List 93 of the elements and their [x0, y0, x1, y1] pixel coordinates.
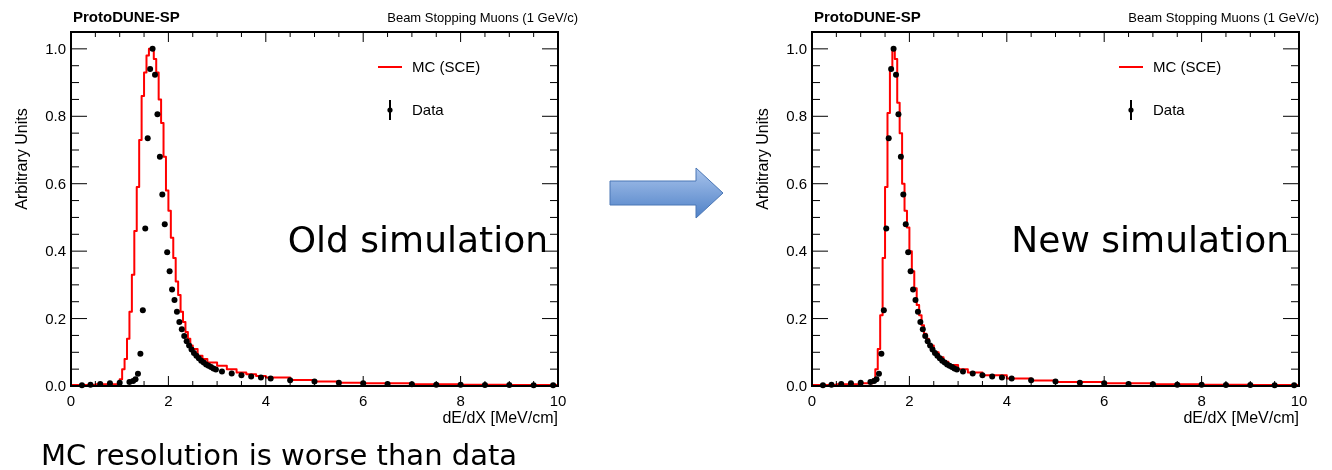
- y-tick-label: 0.0: [786, 377, 807, 394]
- chart-title: ProtoDUNE-SP: [814, 8, 921, 25]
- legend-label: MC (SCE): [412, 58, 481, 75]
- y-tick-label: 0.2: [45, 309, 66, 327]
- point: [257, 374, 264, 381]
- point: [979, 372, 986, 379]
- point: [149, 45, 156, 52]
- point: [902, 221, 909, 228]
- point: [152, 71, 159, 78]
- y-tick-label: 0.2: [786, 309, 807, 327]
- x-tick-label: 4: [1002, 392, 1011, 409]
- y-tick-label: 0.4: [45, 242, 66, 260]
- point: [156, 153, 163, 160]
- point: [880, 307, 887, 314]
- point: [228, 370, 235, 377]
- x-tick-label: 10: [1290, 392, 1308, 409]
- x-tick-label: 6: [1100, 392, 1109, 409]
- point: [181, 333, 188, 340]
- y-tick-label: 0.6: [786, 174, 807, 192]
- y-tick-label: 0.4: [786, 242, 807, 260]
- point: [159, 191, 166, 198]
- point: [893, 71, 900, 78]
- point: [917, 318, 924, 325]
- point: [912, 297, 919, 304]
- point: [890, 45, 897, 52]
- y-tick-label: 0.8: [786, 107, 807, 125]
- point: [154, 111, 161, 118]
- y-axis-title: Arbitrary Units: [13, 108, 30, 210]
- point: [144, 135, 151, 142]
- point: [176, 318, 183, 325]
- point: [888, 66, 895, 73]
- point: [875, 370, 882, 377]
- point: [883, 225, 890, 232]
- point: [907, 268, 914, 275]
- point: [134, 370, 141, 377]
- y-axis-title: Arbitrary Units: [754, 108, 771, 210]
- x-axis-title: dE/dX [MeV/cm]: [442, 409, 558, 426]
- x-tick-label: 2: [905, 392, 914, 409]
- y-tick-label: 0.8: [45, 107, 66, 125]
- chart-subtitle: Beam Stopping Muons (1 GeV/c): [1128, 10, 1319, 25]
- point: [147, 66, 154, 73]
- x-tick-label: 2: [164, 392, 173, 409]
- annotation: Old simulation: [287, 219, 548, 260]
- chart-title: ProtoDUNE-SP: [73, 8, 180, 25]
- y-tick-label: 0.0: [45, 377, 66, 394]
- point: [218, 368, 225, 375]
- x-tick-label: 6: [359, 392, 368, 409]
- point: [164, 249, 171, 256]
- text: MC resolution is worse than data: [41, 438, 518, 470]
- point: [924, 338, 931, 345]
- chart-subtitle: Beam Stopping Muons (1 GeV/c): [387, 10, 578, 25]
- point: [914, 308, 921, 315]
- legend-label: Data: [1153, 101, 1186, 118]
- annotation: New simulation: [1011, 219, 1289, 260]
- point: [166, 268, 173, 275]
- y-tick-label: 1.0: [786, 39, 807, 57]
- point: [139, 307, 146, 314]
- point: [171, 297, 178, 304]
- point: [885, 135, 892, 142]
- point: [969, 370, 976, 377]
- point: [248, 373, 255, 380]
- point: [919, 326, 926, 333]
- x-tick-label: 10: [549, 392, 567, 409]
- point: [897, 153, 904, 160]
- y-tick-label: 1.0: [45, 39, 66, 57]
- x-tick-label: 0: [66, 392, 76, 409]
- point: [895, 111, 902, 118]
- legend-label: MC (SCE): [1153, 58, 1222, 75]
- point: [173, 308, 180, 315]
- point: [1008, 375, 1015, 382]
- x-tick-label: 8: [456, 392, 465, 409]
- point: [989, 373, 996, 380]
- point: [142, 225, 149, 232]
- x-tick-label: 8: [1197, 392, 1206, 409]
- x-tick-label: 4: [261, 392, 270, 409]
- point: [238, 372, 245, 379]
- point: [998, 374, 1005, 381]
- x-tick-label: 0: [807, 392, 817, 409]
- point: [878, 350, 885, 357]
- point: [169, 286, 176, 293]
- point: [959, 368, 966, 375]
- x-axis-title: dE/dX [MeV/cm]: [1183, 409, 1299, 426]
- point: [922, 333, 929, 340]
- point: [267, 375, 274, 382]
- point: [900, 191, 907, 198]
- y-tick-label: 0.6: [45, 174, 66, 192]
- point: [905, 249, 912, 256]
- point: [161, 221, 168, 228]
- legend-label: Data: [412, 101, 445, 118]
- point: [183, 338, 190, 345]
- point: [178, 326, 185, 333]
- point: [137, 350, 144, 357]
- point: [910, 286, 917, 293]
